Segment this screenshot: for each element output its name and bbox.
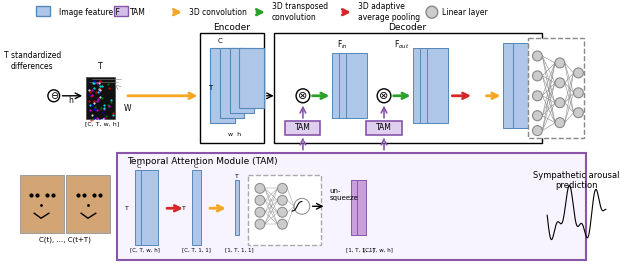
Text: 3D convolution: 3D convolution	[189, 8, 246, 17]
Circle shape	[278, 219, 287, 229]
FancyBboxPatch shape	[117, 152, 586, 260]
Text: F$_{in}$: F$_{in}$	[337, 39, 348, 51]
FancyBboxPatch shape	[210, 48, 234, 123]
Text: ⊗: ⊗	[380, 91, 388, 101]
Circle shape	[48, 90, 60, 102]
Circle shape	[573, 68, 583, 78]
Text: TAM: TAM	[376, 123, 392, 132]
Text: T: T	[99, 62, 103, 72]
FancyBboxPatch shape	[273, 33, 542, 143]
Text: T: T	[208, 85, 212, 91]
Circle shape	[555, 98, 564, 108]
Text: Sympathetic arousal
prediction: Sympathetic arousal prediction	[533, 171, 620, 190]
FancyBboxPatch shape	[367, 121, 401, 135]
Text: [C, T, 1, 1]: [C, T, 1, 1]	[182, 248, 211, 253]
Circle shape	[555, 78, 564, 88]
FancyBboxPatch shape	[141, 170, 158, 245]
Text: TAM: TAM	[295, 123, 311, 132]
Circle shape	[278, 195, 287, 205]
FancyBboxPatch shape	[413, 48, 435, 123]
FancyBboxPatch shape	[351, 180, 360, 235]
Circle shape	[294, 198, 310, 214]
FancyBboxPatch shape	[356, 180, 367, 235]
FancyBboxPatch shape	[513, 43, 538, 128]
Text: un-
squeeze: un- squeeze	[330, 188, 358, 201]
Text: C(t), ..., C(t+T): C(t), ..., C(t+T)	[38, 237, 90, 244]
Text: T: T	[234, 174, 238, 179]
FancyBboxPatch shape	[68, 177, 108, 231]
Text: Image feature F: Image feature F	[59, 8, 120, 17]
FancyBboxPatch shape	[239, 48, 264, 108]
FancyBboxPatch shape	[86, 77, 115, 119]
FancyBboxPatch shape	[36, 6, 50, 16]
Text: w  h: w h	[228, 132, 241, 137]
Text: Decoder: Decoder	[388, 23, 426, 32]
FancyBboxPatch shape	[234, 180, 239, 235]
FancyBboxPatch shape	[332, 53, 354, 118]
Text: T: T	[125, 206, 129, 211]
Text: F$_{out}$: F$_{out}$	[394, 39, 410, 51]
Circle shape	[555, 58, 564, 68]
Circle shape	[532, 111, 542, 121]
Text: C: C	[193, 164, 198, 169]
Circle shape	[573, 88, 583, 98]
FancyBboxPatch shape	[346, 53, 367, 118]
Circle shape	[377, 89, 391, 103]
FancyBboxPatch shape	[220, 48, 244, 118]
FancyBboxPatch shape	[67, 175, 111, 233]
Text: Temporal Attention Module (TAM): Temporal Attention Module (TAM)	[127, 157, 278, 166]
Text: ⊗: ⊗	[298, 91, 308, 101]
Circle shape	[255, 183, 265, 193]
Text: [C, T, w, h]: [C, T, w, h]	[130, 248, 159, 253]
Text: C: C	[137, 164, 141, 169]
FancyBboxPatch shape	[420, 48, 442, 123]
Circle shape	[255, 207, 265, 217]
Text: TAM: TAM	[130, 8, 146, 17]
FancyBboxPatch shape	[248, 175, 321, 245]
Text: T: T	[182, 206, 186, 211]
Circle shape	[278, 183, 287, 193]
FancyBboxPatch shape	[22, 177, 61, 231]
Circle shape	[532, 126, 542, 136]
Text: Encoder: Encoder	[213, 23, 250, 32]
Circle shape	[573, 108, 583, 118]
Circle shape	[255, 195, 265, 205]
FancyBboxPatch shape	[230, 48, 254, 113]
Text: [1, T, 1, 1]: [1, T, 1, 1]	[346, 248, 375, 253]
Circle shape	[532, 71, 542, 81]
Text: [C, T, w, h]: [C, T, w, h]	[364, 248, 393, 253]
Text: 3D transposed
convolution: 3D transposed convolution	[271, 2, 328, 22]
FancyBboxPatch shape	[527, 38, 584, 138]
Circle shape	[555, 118, 564, 128]
FancyBboxPatch shape	[20, 175, 63, 233]
Circle shape	[296, 89, 310, 103]
Text: T standardized
differences: T standardized differences	[4, 51, 61, 71]
Text: h: h	[68, 96, 74, 105]
Text: C: C	[218, 38, 222, 44]
Circle shape	[278, 207, 287, 217]
FancyBboxPatch shape	[285, 121, 321, 135]
FancyBboxPatch shape	[115, 6, 128, 16]
FancyBboxPatch shape	[191, 170, 202, 245]
Circle shape	[532, 91, 542, 101]
FancyBboxPatch shape	[503, 43, 527, 128]
Text: [C, T, w, h]: [C, T, w, h]	[86, 121, 120, 126]
FancyBboxPatch shape	[427, 48, 449, 123]
FancyBboxPatch shape	[339, 53, 360, 118]
Circle shape	[426, 6, 438, 18]
Text: W: W	[124, 104, 132, 113]
Text: ⊖: ⊖	[50, 91, 58, 101]
Text: 3D adaptive
average pooling: 3D adaptive average pooling	[358, 2, 420, 22]
FancyBboxPatch shape	[200, 33, 264, 143]
Text: Linear layer: Linear layer	[442, 8, 488, 17]
Text: [1, T, 1, 1]: [1, T, 1, 1]	[225, 248, 253, 253]
Circle shape	[532, 51, 542, 61]
FancyBboxPatch shape	[135, 170, 152, 245]
Circle shape	[255, 219, 265, 229]
